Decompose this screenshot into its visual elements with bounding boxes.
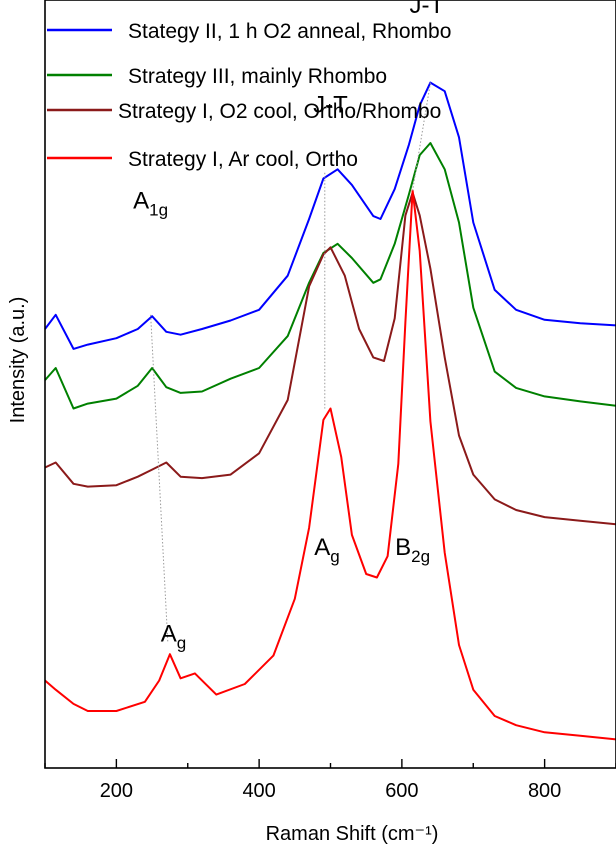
series-line-1 — [44, 81, 616, 350]
x-tick-label: 400 — [242, 780, 275, 802]
legend-label-4: Strategy I, Ar cool, Ortho — [128, 148, 358, 171]
y-axis-label: Intensity (a.u.) — [7, 297, 29, 424]
legend-label-1: Stategy II, 1 h O2 anneal, Rhombo — [128, 20, 451, 43]
legend-label-3: Strategy I, O2 cool, Ortho/Rhombo — [118, 100, 441, 123]
peak-annotation-1: J-T — [313, 91, 348, 118]
tick-layer: 200 400 600 800 — [44, 759, 616, 802]
series-line-2 — [44, 142, 616, 410]
series-line-3 — [44, 191, 616, 526]
x-tick-label: 600 — [385, 780, 418, 802]
guide-layer — [150, 82, 431, 642]
legend-label-2: Strategy III, mainly Rhombo — [128, 65, 387, 88]
peak-guide-line-3 — [412, 82, 431, 191]
peak-annotation-2: J-T — [410, 0, 445, 19]
series-layer — [44, 81, 616, 741]
x-axis-label: Raman Shift (cm⁻¹) — [266, 823, 439, 845]
x-tick-label: 200 — [100, 780, 133, 802]
series-line-4 — [44, 189, 616, 741]
legend: Stategy II, 1 h O2 anneal, Rhombo Strateg… — [47, 20, 451, 171]
x-tick-label: 800 — [528, 780, 561, 802]
